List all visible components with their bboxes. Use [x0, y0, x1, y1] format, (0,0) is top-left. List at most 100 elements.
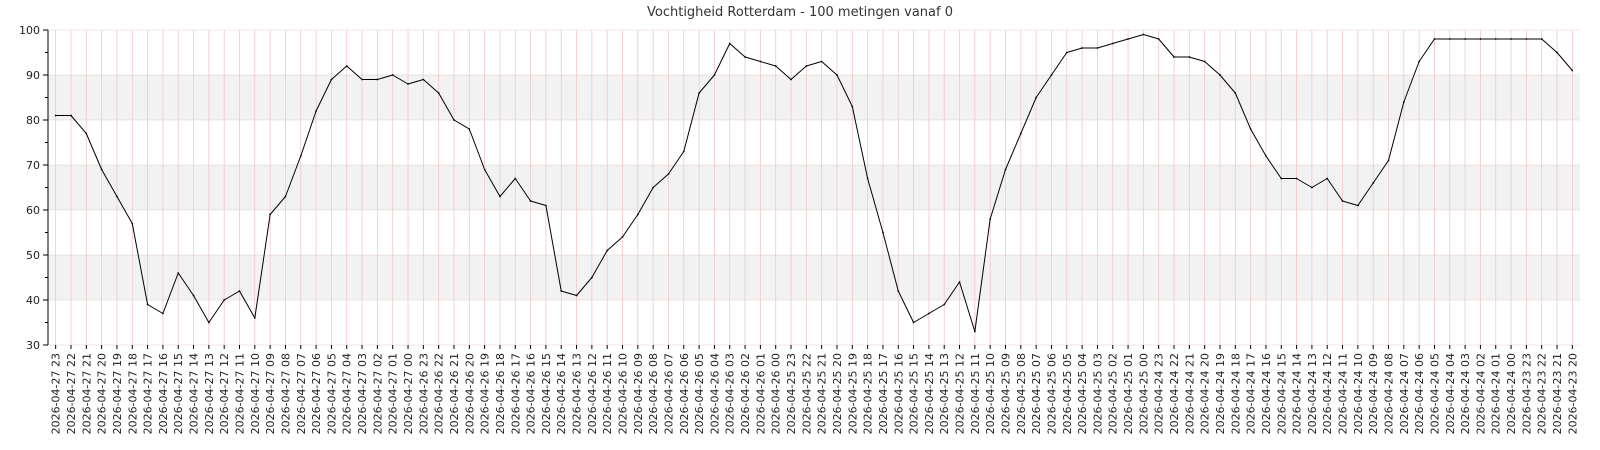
data-point — [1050, 74, 1053, 76]
x-tick-label: 2026-04-26 16 — [525, 353, 538, 434]
data-point — [667, 173, 670, 175]
data-point — [973, 330, 976, 333]
x-tick-label: 2026-04-24 03 — [1459, 353, 1472, 434]
x-tick-label: 2026-04-27 23 — [50, 353, 63, 434]
x-tick-label: 2026-04-25 04 — [1076, 353, 1089, 434]
x-tick-label: 2026-04-24 01 — [1490, 353, 1503, 434]
x-tick-label: 2026-04-26 14 — [555, 353, 568, 434]
x-tick-label: 2026-04-26 15 — [540, 353, 553, 434]
x-tick-label: 2026-04-27 04 — [341, 353, 354, 434]
y-tick-label: 60 — [26, 204, 40, 217]
x-tick-label: 2026-04-26 01 — [754, 353, 767, 434]
x-tick-label: 2026-04-24 05 — [1428, 353, 1441, 434]
x-tick-label: 2026-04-24 00 — [1505, 353, 1518, 434]
x-tick-label: 2026-04-26 03 — [724, 353, 737, 434]
data-point — [1111, 42, 1114, 45]
data-point — [1464, 38, 1466, 40]
data-point — [1479, 38, 1482, 40]
data-point — [698, 92, 700, 94]
x-tick-label: 2026-04-25 08 — [1015, 353, 1028, 434]
x-tick-label: 2026-04-24 06 — [1413, 353, 1426, 434]
x-tick-label: 2026-04-25 05 — [1061, 353, 1074, 434]
data-point — [407, 83, 409, 85]
x-tick-label: 2026-04-25 20 — [831, 353, 844, 434]
horizontal-gridlines — [48, 29, 1580, 346]
data-point — [575, 294, 578, 297]
y-tick-label: 30 — [26, 339, 40, 352]
x-tick-label: 2026-04-24 04 — [1444, 353, 1457, 434]
data-point — [1019, 132, 1022, 135]
data-point — [621, 236, 624, 238]
y-tick-label: 50 — [26, 249, 40, 262]
x-tick-label: 2026-04-24 07 — [1398, 353, 1411, 434]
data-point — [315, 110, 317, 112]
x-tick-label: 2026-04-26 13 — [571, 353, 584, 434]
data-point — [345, 65, 348, 67]
y-tick-label: 70 — [26, 159, 40, 172]
x-tick-label: 2026-04-25 19 — [846, 353, 859, 434]
data-point — [897, 290, 900, 292]
data-point — [1157, 38, 1160, 40]
x-tick-label: 2026-04-24 23 — [1153, 353, 1166, 434]
data-point — [820, 60, 823, 63]
x-tick-label: 2026-04-27 14 — [188, 353, 201, 434]
data-point — [1402, 101, 1405, 103]
x-tick-label: 2026-04-24 21 — [1183, 353, 1196, 434]
data-point — [299, 155, 302, 157]
x-tick-label: 2026-04-24 22 — [1168, 353, 1181, 434]
x-tick-label: 2026-04-26 21 — [448, 353, 461, 434]
data-point — [1510, 38, 1512, 40]
data-point — [590, 276, 593, 279]
x-tick-label: 2026-04-26 00 — [770, 353, 783, 434]
x-tick-label: 2026-04-27 08 — [279, 353, 292, 434]
x-tick-label: 2026-04-25 14 — [923, 353, 936, 434]
x-tick-label: 2026-04-24 09 — [1367, 353, 1380, 434]
x-tick-label: 2026-04-27 03 — [356, 353, 369, 434]
x-tick-label: 2026-04-24 15 — [1275, 353, 1288, 434]
x-tick-label: 2026-04-26 05 — [693, 353, 706, 434]
data-point — [192, 294, 195, 297]
data-point — [1295, 177, 1298, 180]
data-point — [116, 195, 118, 198]
x-tick-label: 2026-04-27 01 — [387, 353, 400, 434]
x-tick-label: 2026-04-27 00 — [402, 353, 415, 434]
x-tick-label: 2026-04-27 09 — [264, 353, 277, 434]
data-point — [453, 119, 455, 121]
data-point — [269, 213, 272, 216]
x-tick-label: 2026-04-27 22 — [65, 353, 78, 434]
data-point — [545, 204, 547, 207]
x-tick-label: 2026-04-27 02 — [371, 353, 384, 434]
data-point — [1433, 38, 1436, 40]
x-tick-label: 2026-04-27 18 — [126, 353, 139, 434]
data-point — [376, 78, 379, 81]
x-tick-label: 2026-04-27 13 — [203, 353, 216, 434]
data-point — [836, 74, 838, 76]
x-tick-label: 2026-04-24 12 — [1321, 353, 1334, 434]
x-tick-label: 2026-04-27 12 — [218, 353, 231, 434]
x-tick-label: 2026-04-24 02 — [1474, 353, 1487, 434]
data-point — [1249, 128, 1252, 130]
x-tick-label: 2026-04-23 20 — [1566, 353, 1579, 434]
data-point — [1418, 60, 1421, 63]
data-point — [207, 321, 210, 324]
x-axis: 2026-04-27 23 2026-04-27 22 2026-04-27 21 2… — [50, 345, 1579, 434]
data-point — [223, 299, 226, 301]
data-point — [912, 321, 915, 324]
x-tick-label: 2026-04-27 16 — [157, 353, 170, 434]
data-point — [483, 168, 486, 171]
x-tick-label: 2026-04-27 17 — [142, 353, 155, 434]
x-tick-label: 2026-04-24 13 — [1306, 353, 1319, 434]
data-point — [437, 92, 440, 94]
data-point — [1448, 38, 1451, 40]
x-tick-label: 2026-04-27 15 — [172, 353, 185, 434]
data-point — [529, 200, 532, 202]
x-tick-label: 2026-04-25 12 — [954, 353, 967, 434]
data-point — [1341, 200, 1344, 202]
data-point — [499, 195, 501, 198]
x-tick-label: 2026-04-25 23 — [785, 353, 798, 434]
data-point — [866, 177, 869, 180]
data-point — [1081, 47, 1083, 49]
data-point — [238, 290, 241, 292]
data-point — [422, 78, 425, 81]
